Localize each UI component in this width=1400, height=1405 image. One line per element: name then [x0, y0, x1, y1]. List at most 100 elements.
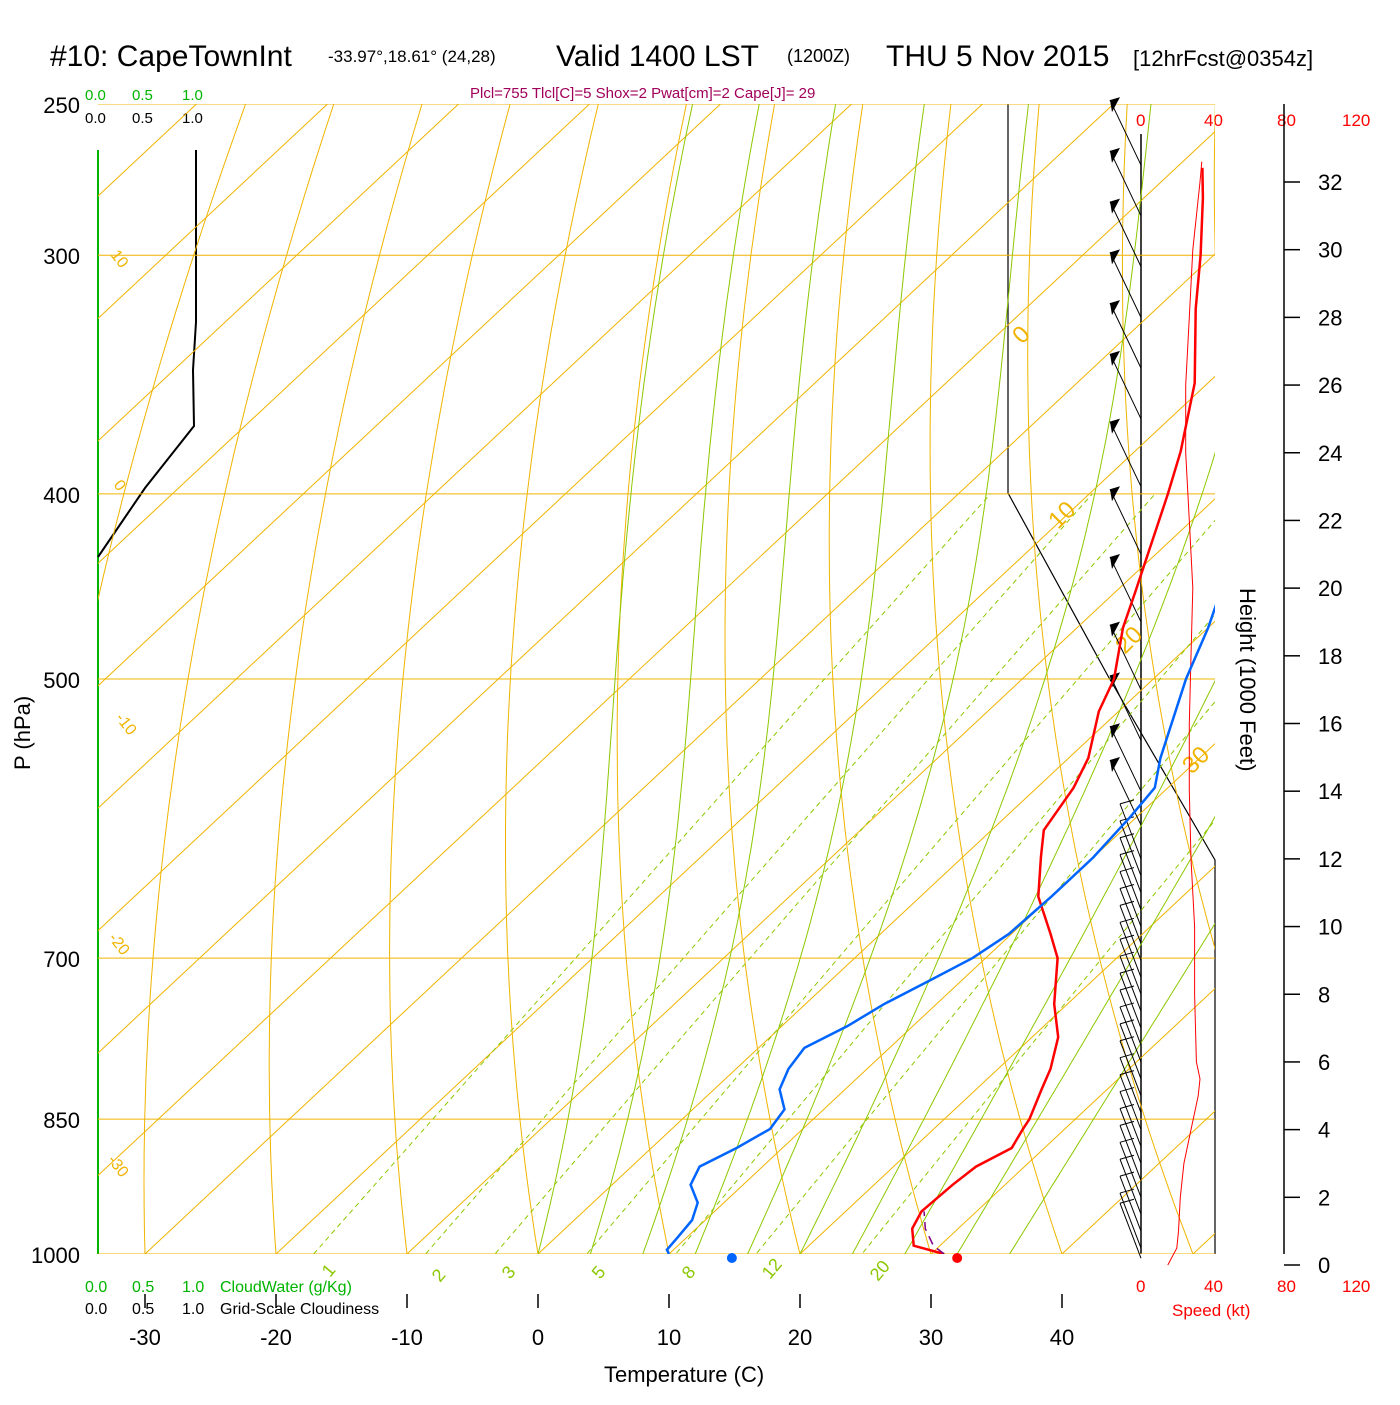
speed-tick: 0 — [1136, 1277, 1145, 1296]
surface-markers — [727, 1253, 962, 1263]
wind-barb-staff — [1120, 939, 1141, 994]
cloudwater-tick: 0.5 — [132, 1279, 154, 1296]
wind-barb-feather — [1120, 800, 1134, 804]
dry-adiabat-line — [144, 70, 345, 1294]
wind-barb-staff — [1120, 888, 1141, 943]
dry-adiabat-line — [725, 70, 811, 1294]
dry-adiabat-line — [1028, 70, 1209, 1294]
y-axis-title: P (hPa) — [10, 696, 35, 770]
speed-ticks-bottom: 0 40 80 120 — [1136, 1277, 1370, 1296]
cloudwater-tick: 0.0 — [85, 87, 106, 104]
height-axis-title: Height (1000 Feet) — [1235, 588, 1260, 771]
mixing-ratio-line — [278, 494, 991, 1295]
speed-tick: 120 — [1342, 111, 1370, 130]
dry-adiabat-line — [506, 70, 607, 1294]
mixing-ratio-line — [391, 494, 1093, 1295]
mixing-ratio-label: 1 — [318, 1260, 340, 1281]
isotherm-label: -30 — [104, 1152, 132, 1181]
height-tick-label: 8 — [1318, 982, 1330, 1007]
wind-barb-staff — [1110, 422, 1141, 487]
utc-time: (1200Z) — [787, 46, 850, 66]
cloudwater-tick: 1.0 — [182, 1279, 204, 1296]
wind-barb-staff — [1120, 872, 1141, 927]
wind-barb-staff — [1120, 1159, 1141, 1214]
x-tick-label: -20 — [260, 1325, 292, 1350]
dry-adiabat-line — [617, 70, 694, 1294]
forecast-date: THU 5 Nov 2015 — [886, 40, 1109, 73]
speed-tick: 0 — [1136, 111, 1145, 130]
pressure-tick-label: 300 — [43, 244, 80, 269]
cloudiness-label: Grid-Scale Cloudiness — [220, 1301, 379, 1318]
height-tick-label: 16 — [1318, 712, 1342, 737]
cloudiness-scale-bottom: 0.0 0.5 1.0 Grid-Scale Cloudiness — [85, 1301, 379, 1318]
speed-axis-title: Speed (kt) — [1172, 1301, 1250, 1320]
cloudiness-profile-line — [98, 150, 196, 557]
mixing-ratio-label: 20 — [866, 1256, 894, 1284]
height-tick-label: 28 — [1318, 305, 1342, 330]
height-tick-label: 2 — [1318, 1185, 1330, 1210]
isotherm-line — [1324, 104, 1400, 1254]
wind-barb-staff — [1120, 1007, 1141, 1062]
mixing-ratio-line — [723, 494, 1391, 1295]
cloudwater-tick: 0.5 — [132, 87, 153, 104]
mixing-ratio-label: 3 — [498, 1262, 520, 1283]
isotherm-label: -20 — [105, 930, 133, 959]
wind-barb-staff — [1120, 1142, 1141, 1197]
mixing-ratio-label: 2 — [428, 1265, 450, 1286]
height-tick-label: 12 — [1318, 847, 1342, 872]
wind-barb-staff — [1120, 1041, 1141, 1096]
height-tick-label: 20 — [1318, 576, 1342, 601]
cloudiness-tick: 1.0 — [182, 110, 203, 127]
wind-barb-staff — [1120, 1108, 1141, 1163]
pressure-tick-label: 1000 — [31, 1243, 80, 1268]
cloudwater-scale-bottom: 0.0 0.5 1.0 CloudWater (g/Kg) — [85, 1279, 352, 1296]
speed-tick: 40 — [1204, 111, 1223, 130]
height-tick-label: 22 — [1318, 508, 1342, 533]
cloudiness-tick: 1.0 — [182, 1301, 204, 1318]
height-tick-label: 10 — [1318, 915, 1342, 940]
height-tick-label: 14 — [1318, 779, 1342, 804]
wind-barb-staff — [1120, 1176, 1141, 1231]
speed-tick: 80 — [1277, 111, 1296, 130]
wind-barb-staff — [1120, 973, 1141, 1028]
height-tick-label: 24 — [1318, 441, 1342, 466]
height-tick-label: 30 — [1318, 238, 1342, 263]
station-coords: -33.97°,18.61° (24,28) — [328, 47, 496, 66]
cloudwater-tick: 1.0 — [182, 87, 203, 104]
valid-time: Valid 1400 LST — [556, 40, 759, 73]
forecast-info: [12hrFcst@0354z] — [1133, 46, 1313, 71]
cloudwater-scale-top: 0.0 0.5 1.0 — [85, 87, 203, 104]
pressure-tick-label: 400 — [43, 483, 80, 508]
cloudwater-label: CloudWater (g/Kg) — [220, 1279, 352, 1296]
wind-barb-staff — [1120, 821, 1141, 876]
speed-tick: 80 — [1277, 1277, 1296, 1296]
x-axis-title: Temperature (C) — [604, 1362, 764, 1387]
cloudiness-tick: 0.0 — [85, 1301, 107, 1318]
wind-barb-staff — [1120, 1203, 1141, 1258]
wind-barb-staff — [1110, 354, 1141, 419]
height-tick-label: 4 — [1318, 1118, 1330, 1143]
height-tick-label: 32 — [1318, 170, 1342, 195]
dry-adiabat-line — [269, 70, 432, 1294]
x-tick-label: 40 — [1050, 1325, 1074, 1350]
speed-tick: 40 — [1204, 1277, 1223, 1296]
x-tick-label: -30 — [129, 1325, 161, 1350]
temperature-line — [912, 168, 1203, 1254]
wind-barb-staff — [1120, 1058, 1141, 1113]
wind-barb-staff — [1110, 489, 1141, 554]
dry-adiabat-line — [1122, 70, 1342, 1294]
x-tick-label: 30 — [919, 1325, 943, 1350]
wind-barb-staff — [1120, 1193, 1141, 1248]
height-tick-label: 0 — [1318, 1253, 1330, 1278]
pressure-tick-label: 700 — [43, 947, 80, 972]
pressure-tick-label: 250 — [43, 93, 80, 118]
height-tick-label: 18 — [1318, 644, 1342, 669]
mixing-ratio-label: 5 — [588, 1262, 610, 1283]
mixing-ratio-label: 8 — [678, 1262, 700, 1283]
mixing-ratio-line — [829, 494, 1400, 1295]
height-tick-label: 26 — [1318, 373, 1342, 398]
x-tick-label: 0 — [532, 1325, 544, 1350]
pressure-tick-label: 500 — [43, 668, 80, 693]
